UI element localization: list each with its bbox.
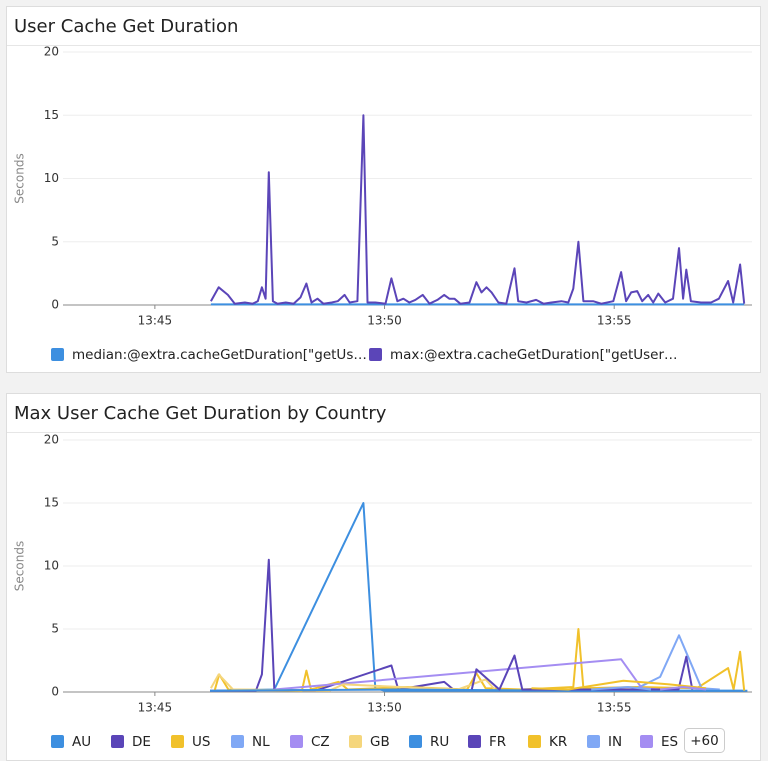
- legend-label: AU: [72, 734, 91, 750]
- legend-swatch: [369, 348, 382, 361]
- legend-more-button[interactable]: +60: [684, 728, 725, 753]
- legend-swatch: [468, 735, 481, 748]
- y-axis-label: Seconds: [13, 153, 27, 203]
- series-line: [591, 686, 652, 691]
- legend-swatch: [111, 735, 124, 748]
- y-tick-label: 20: [44, 433, 59, 447]
- legend-swatch: [528, 735, 541, 748]
- series-line: [210, 673, 496, 692]
- x-tick-label: 13:45: [138, 314, 173, 328]
- legend-swatch: [231, 735, 244, 748]
- y-tick-label: 5: [51, 622, 59, 636]
- x-tick-label: 13:55: [597, 314, 632, 328]
- legend-label: median:@extra.cacheGetDuration["getUs…: [72, 347, 367, 363]
- y-tick-label: 0: [51, 685, 59, 699]
- series-line: [470, 654, 694, 691]
- chart-panel: User Cache Get Duration Seconds 0 5 10 15 20 13…: [6, 6, 761, 373]
- legend-label: ES: [661, 734, 678, 750]
- legend-label: IN: [608, 734, 622, 750]
- series-line: [209, 688, 743, 692]
- chart-panel: Max User Cache Get Duration by Country Se…: [6, 393, 761, 761]
- x-tick-label: 13:55: [597, 701, 632, 715]
- y-tick-label: 5: [51, 234, 59, 248]
- legend-label: RU: [430, 734, 449, 750]
- y-tick-label: 20: [44, 45, 59, 59]
- chart-title: Max User Cache Get Duration by Country: [14, 403, 387, 424]
- x-tick-label: 13:45: [138, 701, 173, 715]
- panel: [6, 6, 761, 373]
- legend-swatch: [290, 735, 303, 748]
- series-line: [210, 114, 746, 305]
- legend-swatch: [587, 735, 600, 748]
- y-tick-label: 0: [51, 298, 59, 312]
- y-tick-label: 10: [44, 171, 59, 185]
- y-tick-label: 10: [44, 559, 59, 573]
- legend-label: DE: [132, 734, 151, 750]
- x-tick-label: 13:50: [367, 701, 402, 715]
- legend-label: US: [192, 734, 210, 750]
- legend-label: max:@extra.cacheGetDuration["getUser…: [390, 347, 678, 363]
- series-line: [636, 634, 720, 691]
- legend-label: FR: [489, 734, 506, 750]
- chart-title: User Cache Get Duration: [14, 16, 238, 37]
- legend-swatch: [349, 735, 362, 748]
- y-axis-label: Seconds: [13, 541, 27, 591]
- x-tick-label: 13:50: [367, 314, 402, 328]
- series-line: [531, 679, 707, 691]
- series-line: [659, 686, 707, 691]
- legend-label: NL: [252, 734, 270, 750]
- legend-swatch: [51, 348, 64, 361]
- legend-swatch: [51, 735, 64, 748]
- y-tick-label: 15: [44, 108, 59, 122]
- button-frame: [684, 728, 725, 753]
- legend-swatch: [409, 735, 422, 748]
- legend-label: GB: [370, 734, 390, 750]
- panel: [6, 393, 761, 761]
- legend-swatch: [640, 735, 653, 748]
- legend-label: CZ: [311, 734, 330, 750]
- legend-label: KR: [549, 734, 567, 750]
- button-label: +60: [690, 733, 719, 749]
- legend-swatch: [171, 735, 184, 748]
- y-tick-label: 15: [44, 496, 59, 510]
